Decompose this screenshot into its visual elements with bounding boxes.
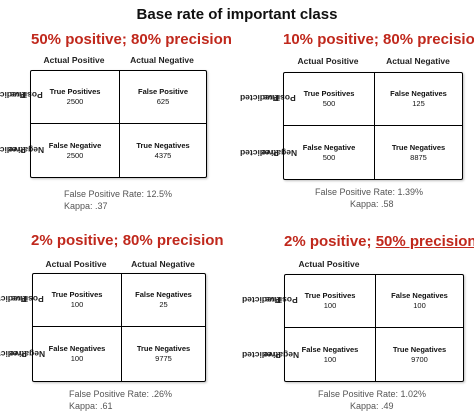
cell-false-negatives: False Negatives 100 — [301, 344, 359, 364]
column-header-actual-positive: Actual Positive — [298, 259, 360, 269]
cell-false-positives: False Negatives 25 — [135, 290, 192, 309]
cell-true-negatives: True Negatives 4375 — [136, 140, 190, 160]
column-header-actual-positive: Actual Positive — [43, 55, 105, 65]
cell-true-positives: True Positives 100 — [51, 290, 103, 309]
cell-false-positives: False Negatives 125 — [390, 89, 447, 108]
cell-true-positives: True Positives 2500 — [49, 87, 101, 106]
cell-true-negatives: True Negatives 9700 — [392, 344, 447, 364]
false-positive-rate: False Positive Rate: 1.39% — [315, 187, 424, 197]
confusion-matrix: True Positives 100 False Negatives 100 Fal… — [284, 274, 464, 382]
column-header-actual-positive: Actual Positive — [297, 56, 359, 66]
confusion-matrix: True Positives 100 False Negatives 25 Fals… — [32, 273, 206, 382]
column-header-actual-negative: Actual Negative — [130, 55, 194, 65]
cell-true-negatives: True Negatives 9775 — [136, 344, 191, 363]
column-header-actual-negative: Actual Negative — [386, 56, 450, 66]
kappa: Kappa: .61 — [69, 401, 113, 411]
panel-title: 10% positive; 80% precision — [283, 31, 474, 48]
panel-title: 2% positive; 50% precision — [284, 233, 474, 250]
false-positive-rate: False Positive Rate: .26% — [69, 389, 173, 399]
page-title: Base rate of important class — [136, 6, 338, 23]
kappa: Kappa: .58 — [350, 199, 394, 209]
kappa: Kappa: .49 — [350, 401, 394, 411]
confusion-matrix: True Positives 500 False Negatives 125 Fal… — [283, 72, 463, 180]
panel-title: 50% positive; 80% precision — [31, 31, 232, 48]
column-header-actual-negative: Actual Negative — [131, 259, 195, 269]
kappa: Kappa: .37 — [64, 201, 108, 211]
column-header-actual-positive: Actual Positive — [45, 259, 107, 269]
cell-false-negatives: False Negative 500 — [302, 142, 356, 162]
cell-true-negatives: True Negatives 8875 — [391, 142, 446, 162]
false-positive-rate: False Positive Rate: 1.02% — [318, 389, 427, 399]
confusion-matrix: True Positives 2500 False Positive 625 Fal… — [30, 70, 207, 178]
cell-false-positives: False Negatives 100 — [391, 291, 448, 310]
cell-false-negatives: False Negatives 100 — [48, 344, 106, 363]
cell-true-positives: True Positives 100 — [304, 291, 356, 310]
cell-true-positives: True Positives 500 — [303, 89, 355, 108]
false-positive-rate: False Positive Rate: 12.5% — [64, 189, 173, 199]
cell-false-positives: False Positive 625 — [137, 87, 189, 106]
panel-title: 2% positive; 80% precision — [31, 232, 224, 249]
underlined-precision: 50% precision — [375, 233, 474, 250]
cell-false-negatives: False Negative 2500 — [48, 140, 102, 160]
